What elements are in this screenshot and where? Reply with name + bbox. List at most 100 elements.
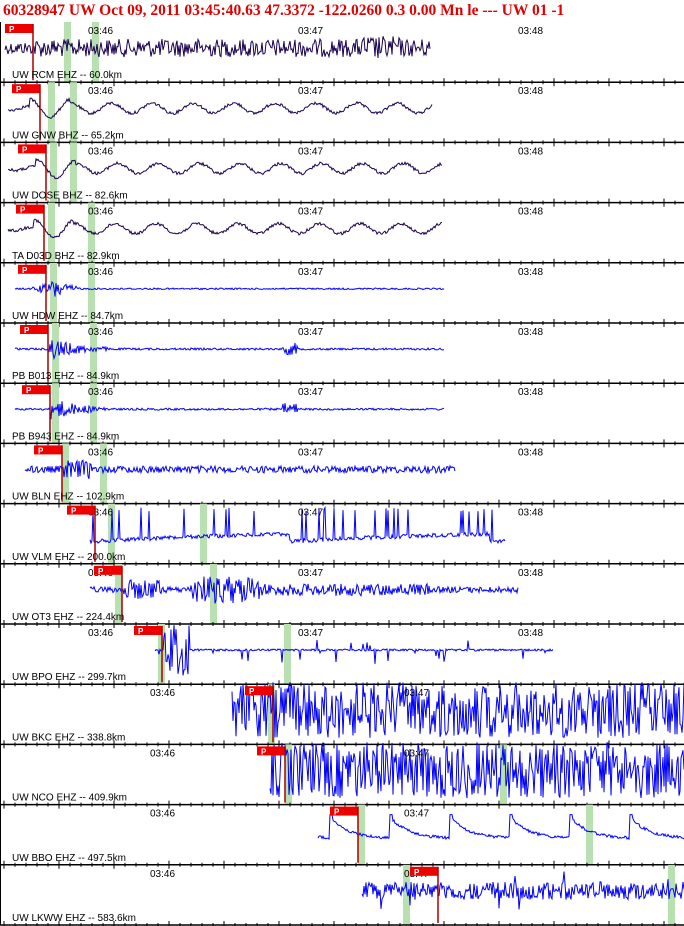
time-tick-label: 03:47 (298, 387, 323, 398)
waveform-trace (14, 281, 445, 297)
pick-label: P (414, 868, 420, 877)
time-tick-label: 03:48 (518, 26, 543, 37)
window-band (88, 262, 95, 323)
time-tick-label: 03:47 (298, 26, 323, 37)
waveform-trace (89, 505, 506, 545)
pick-label: P (16, 85, 22, 94)
time-tick-label: 03:46 (150, 809, 175, 820)
waveform-trace (154, 625, 554, 676)
pick-box (94, 565, 122, 575)
waveform-trace (231, 682, 684, 739)
station-label: UW LKWW EHZ -- 583.6km (12, 913, 136, 924)
pick-box (12, 84, 40, 94)
station-label: UW GNW BHZ -- 65.2km (12, 130, 124, 141)
pick-label: P (24, 326, 30, 335)
pick-box (330, 806, 358, 816)
trace-panel: 03:46 03:47 03:48 P UW RCM EHZ -- 60.0km (0, 22, 684, 87)
trace-panel: 03:46 03:47 03:48 P UW DOSE BHZ -- 82.6km (0, 142, 684, 207)
window-band (62, 443, 69, 504)
event-header: 60328947 UW Oct 09, 2011 03:45:40.63 47.… (3, 2, 565, 19)
time-tick-label: 03:47 (298, 327, 323, 338)
time-tick-label: 03:46 (88, 146, 113, 157)
station-label: UW BKC EHZ -- 338.8km (12, 732, 125, 743)
time-tick-label: 03:46 (88, 387, 113, 398)
time-tick-label: 03:47 (298, 267, 323, 278)
time-tick-label: 03:46 (88, 327, 113, 338)
window-band (70, 82, 77, 143)
station-label: UW BPO EHZ -- 299.7km (12, 672, 126, 683)
window-band (200, 503, 207, 564)
window-band (210, 563, 217, 624)
trace-panel: 03:46 03:47 03:48 P TA D03D BHZ -- 82.9km (0, 202, 684, 267)
time-tick-label: 03:48 (518, 447, 543, 458)
station-label: UW RCM EHZ -- 60.0km (12, 70, 122, 81)
time-tick-label: 03:48 (518, 146, 543, 157)
station-label: UW BBO EHZ -- 497.5km (12, 853, 126, 864)
station-label: PB B943 EHZ -- 84.9km (12, 431, 119, 442)
waveform-trace (24, 459, 456, 479)
window-band (64, 22, 71, 83)
pick-label: P (9, 25, 15, 34)
pick-box (22, 385, 50, 395)
trace-panel: 03:46 03:47 P UW BKC EHZ -- 338.8km (0, 682, 684, 749)
pick-label: P (71, 507, 77, 516)
waveform-trace (317, 814, 684, 841)
pick-label: P (261, 747, 267, 756)
time-tick-label: 03:48 (518, 508, 543, 519)
pick-label: P (249, 687, 255, 696)
window-band (284, 624, 291, 685)
waveform-trace (7, 218, 443, 239)
window-band (586, 804, 593, 865)
pick-box (34, 445, 62, 455)
window-band (668, 864, 675, 925)
window-band (52, 383, 59, 444)
trace-panel: 03:46 03:47 03:48 P PB B013 EHZ -- 84.9km (0, 323, 684, 388)
trace-panel: 03:46 03:47 03:48 P UW BLN EHZ -- 102.9km (0, 443, 684, 508)
station-label: UW DOSE BHZ -- 82.6km (12, 191, 128, 202)
window-band (48, 202, 55, 263)
time-tick-label: 03:48 (518, 568, 543, 579)
waveform-trace (7, 157, 443, 180)
pick-label: P (38, 446, 44, 455)
pick-box (20, 325, 48, 334)
time-tick-label: 03:46 (88, 508, 113, 519)
window-band (50, 142, 57, 203)
window-band (500, 744, 507, 805)
time-tick-label: 03:46 (150, 869, 175, 880)
time-tick-label: 03:47 (298, 568, 323, 579)
time-tick-label: 03:47 (298, 207, 323, 218)
station-label: PB B013 EHZ -- 84.9km (12, 371, 119, 382)
trace-panel: 03:46 03:47 03:48 P UW VLM EHZ -- 200.0km (0, 503, 684, 568)
waveform-trace (269, 742, 684, 799)
station-label: UW BLN EHZ -- 102.9km (12, 492, 124, 503)
pick-box (410, 866, 438, 876)
window-band (90, 323, 97, 384)
waveform-trace (14, 340, 445, 361)
trace-panel: 03:46 03:47 03:48 P UW HDW EHZ -- 84.7km (0, 262, 684, 327)
time-tick-label: 03:47 (298, 86, 323, 97)
pick-label: P (22, 266, 28, 275)
window-band (100, 443, 107, 504)
window-band (48, 82, 55, 143)
time-tick-label: 03:47 (298, 508, 323, 519)
waveform-trace (7, 96, 433, 120)
pick-box (18, 264, 46, 274)
pick-label: P (334, 808, 340, 817)
station-label: UW OT3 EHZ -- 224.4km (12, 612, 124, 623)
time-tick-label: 03:47 (404, 748, 429, 759)
trace-panel: 03:46 03:47 P UW BBO EHZ -- 497.5km (0, 804, 684, 869)
window-band (403, 864, 410, 925)
trace-panel: 03:46 03:47 03:48 P PB B943 EHZ -- 84.9km (0, 383, 684, 448)
pick-box (67, 505, 95, 515)
time-tick-label: 03:47 (298, 628, 323, 639)
window-band (50, 262, 57, 323)
time-tick-label: 03:46 (88, 628, 113, 639)
pick-box (245, 686, 273, 696)
time-tick-label: 03:48 (518, 628, 543, 639)
window-band (115, 563, 122, 624)
time-tick-label: 03:48 (518, 387, 543, 398)
pick-label: P (22, 145, 28, 154)
